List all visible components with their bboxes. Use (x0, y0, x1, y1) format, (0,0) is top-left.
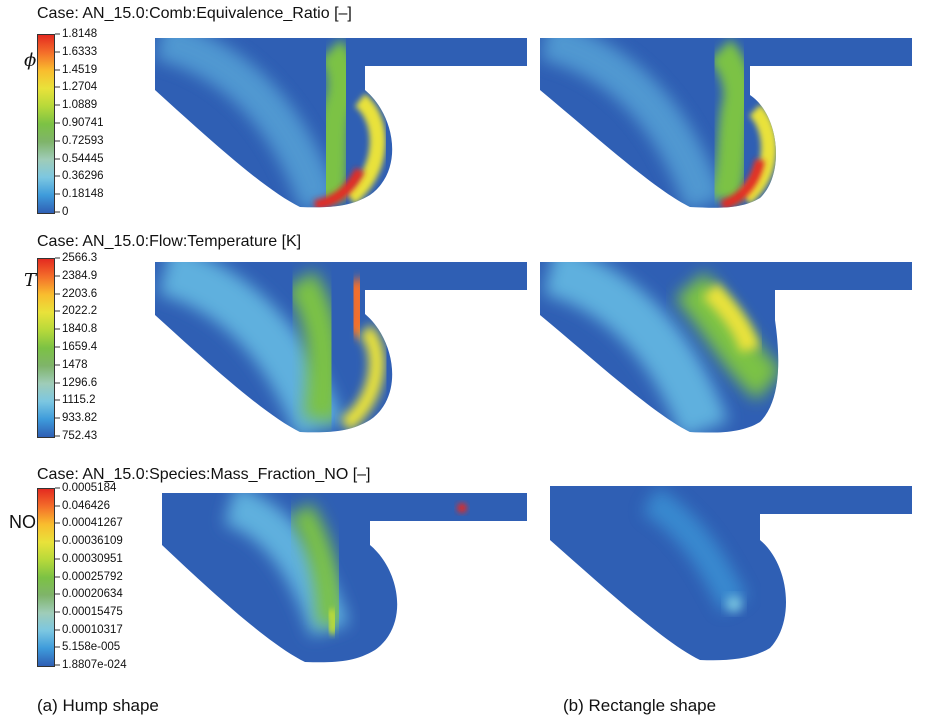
row2-tick: 933.82 (62, 412, 98, 425)
row2-tick: 2384.9 (62, 269, 98, 282)
row1-tick: 0.90741 (62, 117, 104, 129)
row1-tick: 0 (62, 206, 69, 218)
panel-NO-rect (550, 486, 912, 661)
row3-tick: 0.00030951 (62, 552, 123, 565)
row1-tick: 1.2704 (62, 81, 98, 94)
row1-colorbar (37, 34, 55, 214)
row1-tick: 0.36296 (62, 170, 104, 183)
row3-tick: 0.0005184 (62, 482, 117, 494)
row3-tick: 0.00025792 (62, 570, 123, 583)
row1-tick: 0.54445 (62, 152, 104, 165)
row3-tick: 0.00010317 (62, 623, 123, 636)
row3-tick: 1.8807e-024 (62, 659, 127, 671)
panel-temperature-hump (155, 262, 527, 433)
panel-phi-hump (155, 38, 527, 208)
row1-tick: 1.6333 (62, 45, 98, 58)
row3-case-title: Case: AN_15.0:Species:Mass_Fraction_NO [… (37, 466, 371, 483)
row1-tick: 1.8148 (62, 28, 98, 40)
panel-phi-rect (540, 38, 912, 208)
row1-tick: 1.0889 (62, 99, 98, 112)
row2-tick: 1840.8 (62, 323, 98, 336)
row3-colorbar (37, 488, 55, 667)
row1-tick: 0.18148 (62, 188, 104, 201)
row2-tick: 752.43 (62, 430, 98, 442)
caption-rectangle-shape: (b) Rectangle shape (563, 696, 717, 715)
panel-temperature-rect (540, 262, 912, 433)
row1-tick: 1.4519 (62, 63, 98, 76)
row1-symbol-phi: ϕ (24, 50, 37, 71)
caption-hump-shape: (a) Hump shape (37, 696, 159, 715)
row2-tick: 2203.6 (62, 287, 98, 300)
row1-case-title: Case: AN_15.0:Comb:Equivalence_Ratio [–] (37, 5, 352, 22)
row2-tick: 2566.3 (62, 252, 98, 264)
row2-tick: 1478 (62, 358, 88, 371)
row3-tick: 0.046426 (62, 499, 110, 512)
row1-tick: 0.72593 (62, 134, 104, 147)
row2-colorbar (37, 258, 55, 438)
row3-tick: 5.158e-005 (62, 641, 121, 654)
row3-symbol-NO: NO (9, 512, 36, 532)
panel-NO-hump (162, 493, 527, 663)
row3-tick: 0.00036109 (62, 535, 123, 548)
row3-tick: 0.00020634 (62, 588, 123, 601)
row2-symbol-T: T (24, 270, 37, 291)
row3-tick: 0.00015475 (62, 605, 123, 618)
row2-case-title: Case: AN_15.0:Flow:Temperature [K] (37, 233, 302, 250)
row2-tick: 1296.6 (62, 376, 98, 389)
row2-tick: 1659.4 (62, 341, 98, 353)
row3-tick: 0.00041267 (62, 517, 123, 530)
row2-tick: 2022.2 (62, 305, 98, 318)
row2-tick: 1115.2 (62, 394, 96, 407)
